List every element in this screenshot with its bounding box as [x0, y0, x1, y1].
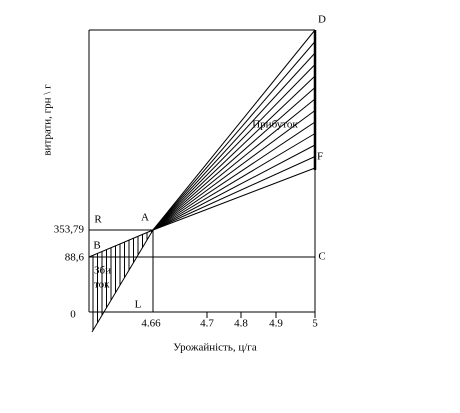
point-label: R — [94, 214, 102, 226]
line — [152, 52, 316, 231]
y-tick-label: 88,6 — [65, 252, 85, 264]
line — [152, 144, 316, 231]
line — [152, 75, 316, 231]
profit-fan — [152, 29, 316, 231]
loss-label: ток — [94, 279, 110, 291]
line — [152, 121, 316, 231]
y-tick-label: 353,79 — [54, 224, 85, 236]
x-tick-label: 4.7 — [200, 318, 214, 330]
line — [152, 41, 316, 231]
line — [152, 64, 316, 231]
line — [152, 110, 316, 231]
loss-hatch — [92, 230, 152, 331]
point-label: L — [135, 299, 142, 311]
line — [152, 133, 316, 231]
line — [152, 29, 316, 231]
line — [152, 167, 316, 231]
point-label: D — [318, 14, 326, 26]
point-label: A — [141, 212, 149, 224]
point-label: F — [317, 151, 323, 163]
x-tick-label: 4.9 — [269, 318, 283, 330]
line — [152, 87, 316, 231]
point-label: C — [318, 251, 325, 263]
point-label: B — [93, 240, 100, 252]
line — [152, 98, 316, 231]
loss-label: Зби — [94, 265, 111, 277]
x-axis-label: Урожайність, ц/га — [173, 342, 257, 354]
x-tick-label: 4.66 — [141, 318, 161, 330]
y-tick-label: 0 — [70, 309, 76, 321]
y-axis-label: витрати, грн \ г — [42, 84, 54, 156]
profit-label: Прибуток — [252, 119, 298, 131]
frame — [88, 29, 317, 333]
line — [152, 156, 316, 231]
x-tick-label: 4.8 — [234, 318, 248, 330]
x-tick-label: 5 — [312, 318, 318, 330]
